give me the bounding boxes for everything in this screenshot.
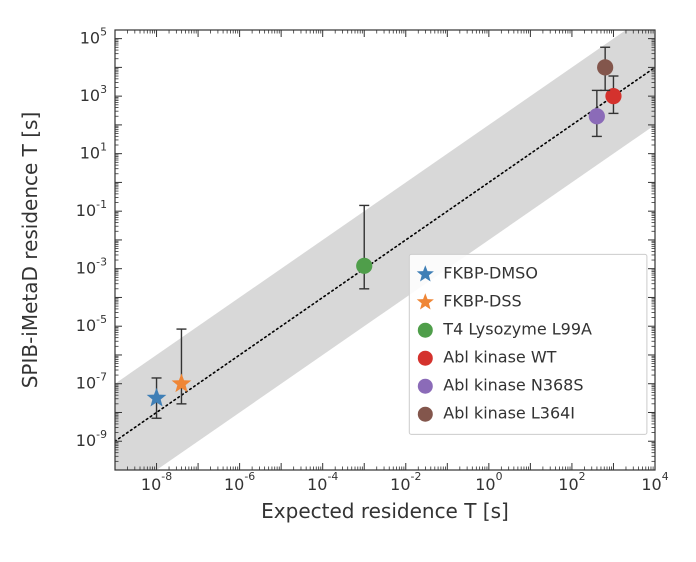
chart-root: 10-810-610-410-210010210410-910-710-510-… [0, 0, 696, 562]
legend-marker-abl_wt [418, 351, 433, 366]
marker-abl_l364i [597, 59, 613, 75]
marker-t4_l99a [356, 258, 372, 274]
legend-label-fkbp_dss: FKBP-DSS [443, 292, 521, 311]
chart-svg: 10-810-610-410-210010210410-910-710-510-… [0, 0, 696, 562]
legend-label-fkbp_dmso: FKBP-DMSO [443, 264, 538, 283]
legend-label-abl_n368s: Abl kinase N368S [443, 376, 583, 395]
legend-marker-t4_l99a [418, 323, 433, 338]
legend-marker-abl_n368s [418, 379, 433, 394]
x-axis-label: Expected residence T [s] [261, 499, 509, 523]
legend-label-abl_wt: Abl kinase WT [443, 348, 556, 367]
legend: FKBP-DMSO FKBP-DSS T4 Lysozyme L99A Abl kin… [409, 254, 647, 434]
legend-label-abl_l364i: Abl kinase L364I [443, 404, 575, 423]
legend-label-t4_l99a: T4 Lysozyme L99A [442, 320, 592, 339]
y-axis-label: SPIB-iMetaD residence T [s] [18, 112, 42, 389]
marker-abl_n368s [589, 108, 605, 124]
legend-marker-abl_l364i [418, 407, 433, 422]
